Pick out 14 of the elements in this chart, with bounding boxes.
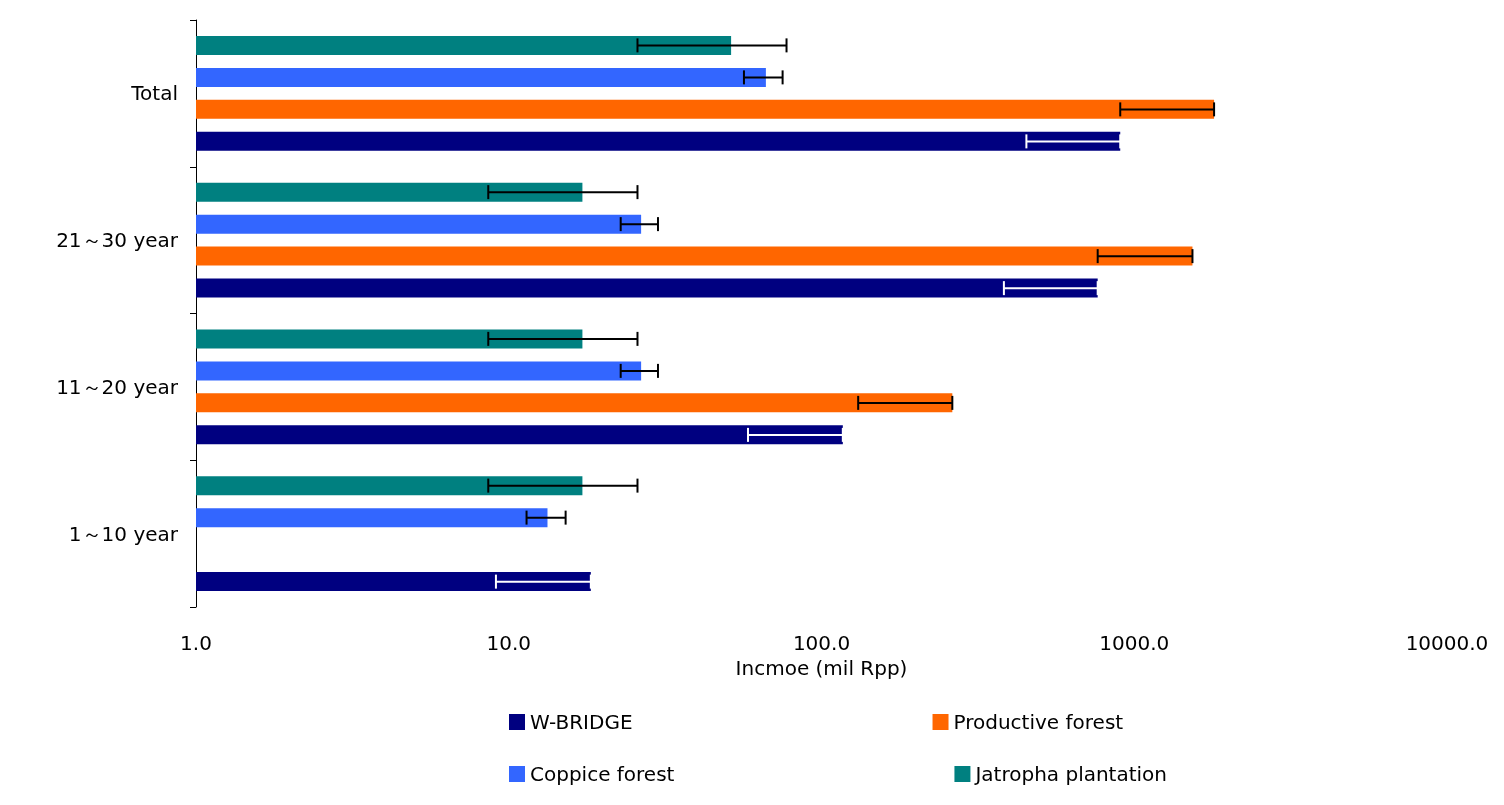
x-axis-title: Incmoe (mil Rpp): [735, 655, 908, 680]
legend-label: Coppice forest: [530, 762, 675, 786]
x-tick-label: 10.0: [486, 631, 532, 655]
x-tick-label: 1.0: [180, 631, 212, 655]
y-tick-label: Total: [130, 81, 178, 106]
y-tick-label: 21～30 year: [56, 228, 179, 253]
x-tick-label: 1000.0: [1099, 631, 1170, 655]
legend-label: Jatropha plantation: [973, 762, 1168, 786]
y-tick-label: 11～20 year: [56, 374, 179, 399]
legend-label: W-BRIDGE: [530, 710, 633, 734]
legend-label: Productive forest: [953, 710, 1124, 734]
y-tick-label: 1～10 year: [68, 521, 179, 546]
x-tick-label: 10000.0: [1405, 631, 1489, 655]
x-tick-label: 100.0: [792, 631, 851, 655]
